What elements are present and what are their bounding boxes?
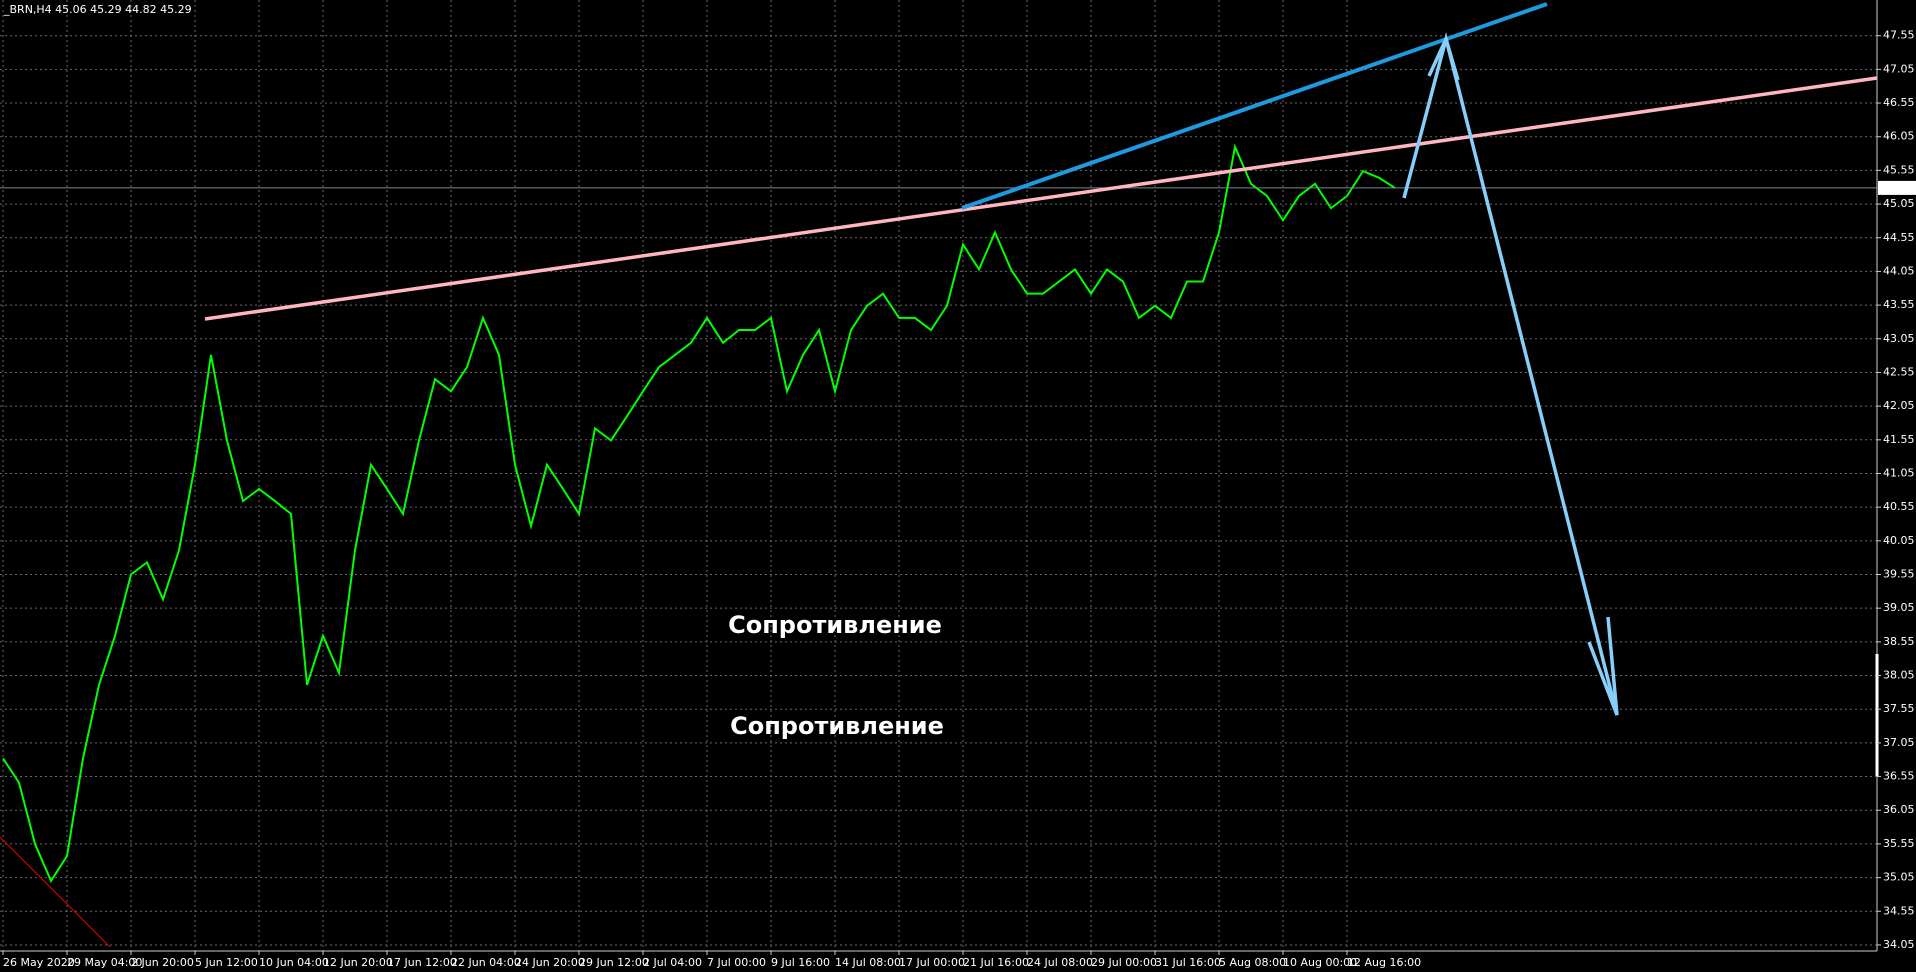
- x-tick-label: 22 Jun 04:00: [451, 956, 521, 969]
- y-tick-label: 39.05: [1883, 601, 1915, 614]
- y-tick-label: 34.55: [1883, 904, 1915, 917]
- y-tick-label: 44.55: [1883, 231, 1915, 244]
- chart-title: _BRN,H4 45.06 45.29 44.82 45.29: [3, 3, 192, 16]
- x-tick-label: 2 Jun 20:00: [131, 956, 194, 969]
- x-tick-label: 2 Jul 04:00: [643, 956, 702, 969]
- x-tick-label: 17 Jul 00:00: [899, 956, 965, 969]
- x-tick-label: 12 Jun 20:00: [323, 956, 393, 969]
- y-tick-label: 41.55: [1883, 433, 1915, 446]
- x-tick-label: 24 Jul 08:00: [1027, 956, 1093, 969]
- y-tick-label: 45.55: [1883, 163, 1915, 176]
- x-tick-label: 10 Aug 00:00: [1283, 956, 1357, 969]
- y-tick-label: 38.05: [1883, 669, 1915, 682]
- y-tick-label: 38.55: [1883, 635, 1915, 648]
- x-tick-label: 29 Jul 00:00: [1091, 956, 1157, 969]
- bid-label: 45.29: [1883, 181, 1915, 194]
- y-tick-label: 41.05: [1883, 466, 1915, 479]
- x-tick-label: 29 Jun 12:00: [579, 956, 649, 969]
- y-tick-label: 35.55: [1883, 837, 1915, 850]
- y-tick-label: 46.55: [1883, 96, 1915, 109]
- y-tick-label: 43.55: [1883, 298, 1915, 311]
- y-tick-label: 45.05: [1883, 197, 1915, 210]
- x-tick-label: 5 Jun 12:00: [195, 956, 258, 969]
- x-tick-label: 10 Jun 04:00: [259, 956, 329, 969]
- y-tick-label: 36.55: [1883, 770, 1915, 783]
- price-axis-bg: [1877, 0, 1916, 972]
- forecast-arrows: [1402, 32, 1619, 716]
- y-tick-label: 42.05: [1883, 399, 1915, 412]
- y-tick-label: 37.55: [1883, 702, 1915, 715]
- x-tick-label: 29 May 04:00: [67, 956, 142, 969]
- arrowhead-down: [1587, 616, 1619, 716]
- y-tick-label: 39.55: [1883, 568, 1915, 581]
- y-tick-label: 34.05: [1883, 938, 1915, 951]
- x-tick-label: 7 Jul 00:00: [707, 956, 766, 969]
- x-tick-label: 21 Jul 16:00: [963, 956, 1029, 969]
- y-tick-label: 47.05: [1883, 62, 1915, 75]
- pink-resistance-line: [204, 76, 1878, 321]
- y-tick-label: 37.05: [1883, 736, 1915, 749]
- y-tick-label: 47.55: [1883, 29, 1915, 42]
- x-tick-label: 14 Jul 08:00: [835, 956, 901, 969]
- x-tick-label: 26 May 2020: [3, 956, 75, 969]
- arrowhead-up: [1427, 34, 1460, 81]
- y-tick-label: 35.05: [1883, 871, 1915, 884]
- x-tick-label: 9 Jul 16:00: [771, 956, 830, 969]
- y-tick-label: 44.05: [1883, 264, 1915, 277]
- bid-label-bg: [1878, 180, 1916, 195]
- x-tick-label: 17 Jun 12:00: [387, 956, 457, 969]
- y-tick-label: 40.55: [1883, 500, 1915, 513]
- y-tick-label: 36.05: [1883, 803, 1915, 816]
- y-tick-label: 46.05: [1883, 130, 1915, 143]
- x-tick-label: 24 Jun 20:00: [515, 956, 585, 969]
- y-tick-label: 42.55: [1883, 365, 1915, 378]
- red-trendline: [0, 836, 111, 948]
- plot: [0, 143, 1877, 884]
- grid: [0, 0, 1877, 951]
- axes: 47.55 47.05 46.55 46.05 45.55 45.05 44.55 44.05…: [2, 29, 1916, 969]
- x-tick-label: 5 Aug 08:00: [1219, 956, 1286, 969]
- x-tick-label: 31 Jul 16:00: [1155, 956, 1221, 969]
- y-tick-label: 43.05: [1883, 332, 1915, 345]
- annotation: Сопротивление: [728, 611, 942, 639]
- y-tick-label: 40.05: [1883, 534, 1915, 547]
- annotation: Сопротивление: [730, 712, 944, 740]
- x-tick-label: 12 Aug 16:00: [1347, 956, 1421, 969]
- price-line: [2, 143, 1396, 884]
- blue-resistance-line: [961, 2, 1548, 210]
